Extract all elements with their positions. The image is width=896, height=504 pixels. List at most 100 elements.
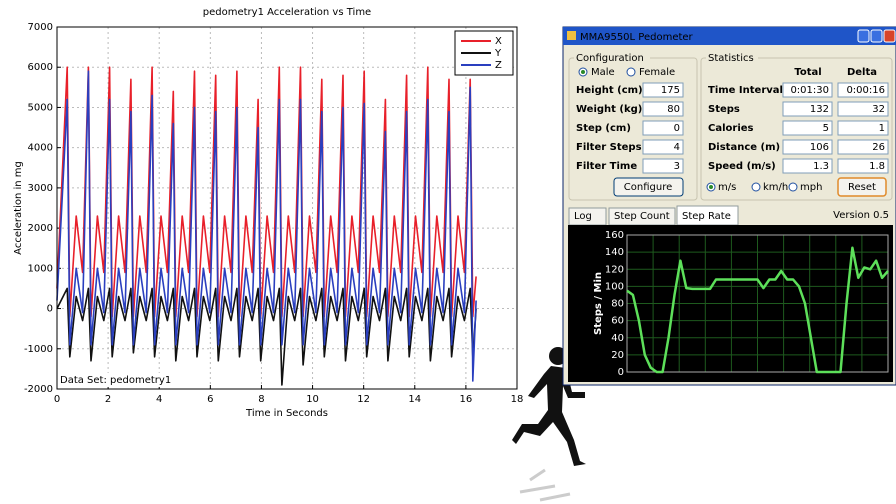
- output-box: [837, 158, 889, 174]
- window-title: MMA9550L Pedometer: [580, 32, 694, 43]
- output-box: [837, 82, 889, 98]
- radio-dot: [709, 185, 713, 189]
- y-tick-label: 6000: [28, 62, 53, 73]
- output-box: [837, 101, 889, 117]
- stat-label: Speed (m/s): [708, 161, 776, 172]
- stat-total: 1.3: [813, 161, 829, 172]
- group-box: [700, 57, 893, 201]
- y-tick-label: -1000: [24, 344, 53, 355]
- plot-area: [57, 27, 517, 389]
- button-label: Configure: [624, 182, 672, 193]
- window-icon: [567, 31, 576, 40]
- x-tick-label: 14: [408, 394, 421, 405]
- field-value: 0: [674, 123, 680, 134]
- radio[interactable]: [626, 67, 636, 77]
- field-value: 4: [674, 142, 680, 153]
- x-axis-label: Time in Seconds: [245, 408, 328, 419]
- legend-label: Y: [494, 48, 502, 59]
- stat-label: Steps: [708, 104, 740, 115]
- column-header: Total: [794, 67, 821, 78]
- stat-label: Distance (m): [708, 142, 780, 153]
- stat-delta: 1: [879, 123, 885, 134]
- annotation-box: [58, 373, 164, 387]
- field-value: 80: [667, 104, 680, 115]
- x-tick-label: 6: [207, 394, 213, 405]
- annotation: Data Set: pedometry1: [60, 375, 171, 386]
- group-title: Configuration: [576, 53, 644, 64]
- input-box[interactable]: [642, 120, 684, 136]
- radio-label: Female: [639, 67, 675, 78]
- legend-label: Z: [495, 60, 502, 71]
- radio-label: Male: [591, 67, 615, 78]
- runner-shadow: [519, 468, 571, 502]
- stat-total: 0:01:30: [790, 85, 829, 96]
- version: Version 0.5: [833, 210, 889, 221]
- stat-total: 5: [823, 123, 829, 134]
- button[interactable]: [613, 177, 684, 197]
- y-tick-label: 1000: [28, 263, 53, 274]
- radio[interactable]: [751, 182, 761, 192]
- acceleration-chart: -2000 -1000 0 1000 2000 3000 4000 5000 6000 7000 0…: [13, 7, 523, 419]
- legend-label: X: [495, 36, 502, 47]
- radio-label: km/h: [763, 182, 788, 193]
- radio-label: mph: [800, 182, 822, 193]
- radio-dot: [581, 70, 585, 74]
- output-box: [837, 139, 889, 155]
- input-box[interactable]: [642, 139, 684, 155]
- y-tick-label: 160: [605, 230, 624, 241]
- title-button[interactable]: [883, 29, 896, 43]
- y-axis-label: Steps / Min: [593, 272, 604, 335]
- group-title-bg: [574, 52, 650, 64]
- stat-delta: 1.8: [869, 161, 885, 172]
- y-tick-label: 4000: [28, 143, 53, 154]
- chart-title: pedometry1 Acceleration vs Time: [203, 7, 371, 18]
- series-line: [56, 70, 477, 382]
- y-tick-label: 60: [611, 316, 624, 327]
- pedometer-window: MMA9550L Pedometer Configuration Male Femal…: [562, 26, 896, 386]
- field-value: 175: [661, 85, 680, 96]
- y-tick-label: 3000: [28, 183, 53, 194]
- title-button[interactable]: [857, 29, 870, 43]
- y-tick-label: 40: [611, 333, 624, 344]
- y-tick-label: 2000: [28, 223, 53, 234]
- output-box: [782, 82, 833, 98]
- button-label: Reset: [848, 182, 876, 193]
- x-tick-label: 18: [511, 394, 524, 405]
- output-box: [782, 139, 833, 155]
- x-tick-label: 10: [306, 394, 319, 405]
- x-tick-label: 16: [460, 394, 473, 405]
- button[interactable]: [837, 177, 887, 197]
- group-title-bg: [706, 52, 758, 64]
- stat-total: 106: [810, 142, 829, 153]
- output-box: [837, 120, 889, 136]
- y-tick-label: 7000: [28, 22, 53, 33]
- plot-frame: [626, 234, 889, 373]
- y-axis-label: Acceleration in mg: [13, 161, 24, 255]
- stat-delta: 0:00:16: [846, 85, 885, 96]
- column-header: Delta: [847, 67, 877, 78]
- input-box[interactable]: [642, 158, 684, 174]
- input-box[interactable]: [642, 82, 684, 98]
- input-box[interactable]: [642, 101, 684, 117]
- series-line: [626, 246, 889, 374]
- tab-label: Step Count: [614, 211, 670, 222]
- stat-delta: 32: [872, 104, 885, 115]
- radio-label: m/s: [718, 182, 736, 193]
- x-tick-label: 4: [156, 394, 162, 405]
- y-tick-label: 100: [605, 281, 624, 292]
- radio[interactable]: [788, 182, 798, 192]
- stat-delta: 26: [872, 142, 885, 153]
- output-box: [782, 158, 833, 174]
- x-tick-label: 2: [105, 394, 111, 405]
- field-label: Filter Time: [576, 161, 637, 172]
- x-tick-label: 0: [54, 394, 60, 405]
- title-bar: [563, 27, 896, 45]
- title-button[interactable]: [870, 29, 883, 43]
- stat-label: Time Interval: [708, 85, 783, 96]
- y-tick-label: -2000: [24, 384, 53, 395]
- y-tick-label: 120: [605, 264, 624, 275]
- y-tick-label: 0: [618, 367, 624, 378]
- y-tick-label: 20: [611, 350, 624, 361]
- stat-label: Calories: [708, 123, 754, 134]
- field-label: Step (cm): [576, 123, 631, 134]
